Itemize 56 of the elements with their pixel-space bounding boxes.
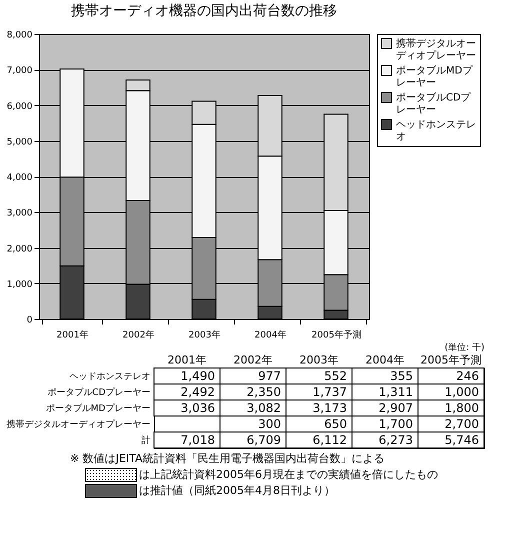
data-label: 355 [390,369,413,383]
data-label: 6,112 [312,433,347,447]
legend-label: ポータブルMDプレーヤー [396,64,474,88]
y-tick-label: 計 [142,435,150,446]
data-label: 3,173 [312,401,347,415]
y-tick-label: ポータブルCDプレーヤー [47,387,150,398]
y-tick-label: ポータブルMDプレーヤー [46,403,150,414]
data-label: 300 [258,417,281,431]
data-label: 3,036 [180,401,215,415]
data-label: 650 [324,417,347,431]
x-tick-label: 2004年 [254,330,286,340]
x-tick-label: 2002年 [234,354,272,366]
text: ※ 数値はJEITA統計資料「民生用電子機器国内出荷台数」による [70,451,386,467]
x-tick-label: 2002年 [122,330,154,340]
y-tick-label: 0 [26,316,33,326]
text: は推計値（同紙2005年4月8日刊より） [138,483,336,499]
data-label: 246 [456,369,479,383]
data-label: 1,700 [378,417,413,431]
data-label: 2,700 [444,417,479,431]
data-label: 6,709 [246,433,281,447]
y-tick-label: ヘッドホンステレオ [70,372,150,382]
data-label: 977 [258,369,281,383]
y-tick-label: 8,000 [6,30,33,40]
y-tick-label: 3,000 [6,208,33,219]
data-label: 1,737 [312,385,347,399]
data-label: 1,490 [180,369,215,383]
x-tick-label: 2005年予測 [420,354,482,366]
data-label: 5,746 [444,433,479,447]
legend-label: ポータブルCDプレーヤー [396,92,472,116]
legend-label: 携帯デジタルオーディオプレーヤー [396,38,476,62]
x-tick-label: 2001年 [168,354,206,366]
y-tick-label: 6,000 [6,102,33,112]
legend-label: ヘッドホンステレオ [396,120,476,142]
data-label: 1,800 [444,401,479,415]
x-tick-label: 2001年 [56,330,88,340]
data-label: 2,907 [378,401,413,415]
data-label: 3,082 [246,401,281,415]
text: は上記統計資料2005年6月現在までの実績値を倍にしたもの [138,467,439,483]
data-label: 1,311 [378,385,413,399]
data-label: 552 [324,369,347,383]
y-tick-label: 1,000 [6,280,33,290]
data-label: 1,000 [444,385,479,399]
data-label: 7,018 [180,433,215,447]
y-tick-label: 7,000 [6,66,33,76]
x-tick-label: 2003年 [188,330,220,340]
data-label: 2,492 [180,385,215,399]
x-tick-label: 2004年 [366,354,404,366]
x-tick-label: 2005年予測 [312,330,362,340]
x-tick-label: 2003年 [300,354,338,366]
y-tick-label: 2,000 [6,244,33,254]
y-tick-label: 携帯デジタルオーディオプレーヤー [6,419,150,430]
data-label: 2,350 [246,385,281,399]
chart-title: 携帯オーディオ機器の国内出荷台数の推移 [71,3,337,19]
y-tick-label: 4,000 [6,173,33,183]
y-tick-label: 5,000 [6,137,33,148]
data-label: 6,273 [378,433,413,447]
